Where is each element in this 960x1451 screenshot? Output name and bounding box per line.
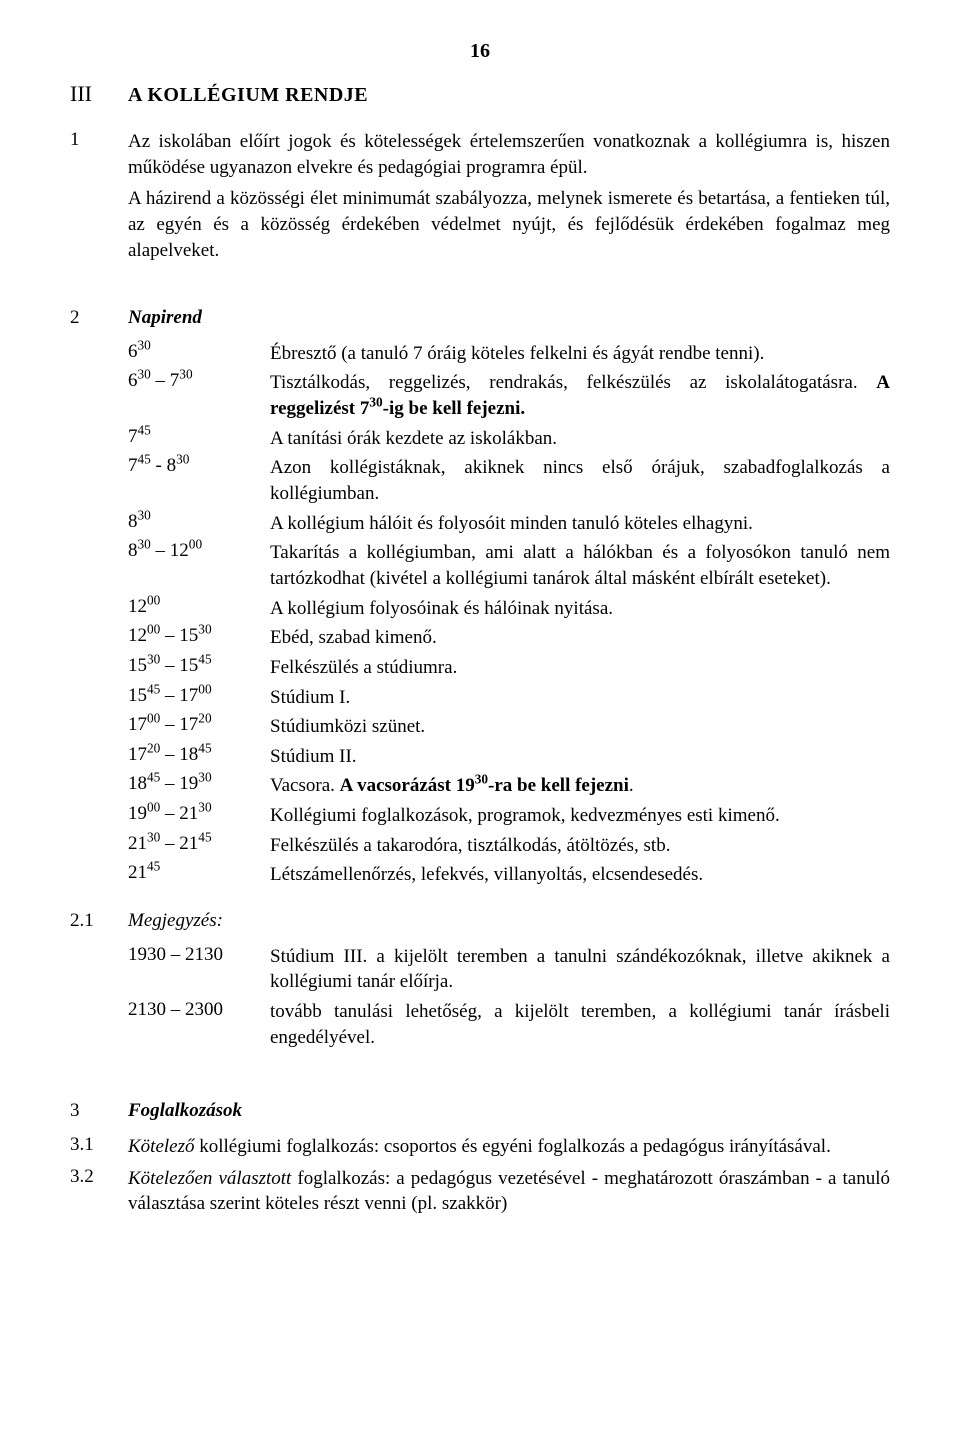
schedule-time: 630 [128,341,270,363]
schedule-time: 830 – 1200 [128,540,270,562]
schedule-time: 1200 [128,596,270,618]
notes-table: 1930 – 2130Stúdium III. a kijelölt terem… [128,944,890,1051]
schedule-time: 630 – 730 [128,370,270,392]
schedule-row: 1720 – 1845Stúdium II. [128,744,890,770]
schedule-row: 1900 – 2130Kollégiumi foglalkozások, pro… [128,803,890,829]
item-number: 3.2 [70,1166,128,1217]
page-number: 16 [70,40,890,63]
schedule-row: 745 - 830Azon kollégistáknak, akiknek ni… [128,455,890,506]
item-number-blank [70,186,128,263]
schedule-description: Ébresztő (a tanuló 7 óráig köteles felke… [270,341,890,367]
subsection-title: Foglalkozások [128,1100,242,1121]
schedule-description: Felkészülés a takarodóra, tisztálkodás, … [270,833,890,859]
schedule-description: A kollégium folyosóinak és hálóinak nyit… [270,596,890,622]
schedule-time: 1700 – 1720 [128,714,270,736]
schedule-description: Takarítás a kollégiumban, ami alatt a há… [270,540,890,591]
item-number: 1 [70,129,128,180]
schedule-row: 1200A kollégium folyosóinak és hálóinak … [128,596,890,622]
note-description: tovább tanulási lehetőség, a kijelölt te… [270,999,890,1050]
schedule-time: 1720 – 1845 [128,744,270,766]
item-number: 3 [70,1100,128,1122]
subsection-title: Megjegyzés: [128,908,890,934]
schedule-description: Felkészülés a stúdiumra. [270,655,890,681]
schedule-row: 2130 – 2145Felkészülés a takarodóra, tis… [128,833,890,859]
schedule-row: 830A kollégium hálóit és folyosóit minde… [128,511,890,537]
schedule-time: 745 [128,426,270,448]
schedule-description: A kollégium hálóit és folyosóit minden t… [270,511,890,537]
heading-title: A KOLLÉGIUM RENDJE [128,84,368,107]
note-time: 1930 – 2130 [128,944,270,966]
subsection-napirend: 2 Napirend [70,305,890,331]
item-body: Kötelezően választott foglalkozás: a ped… [128,1166,890,1217]
schedule-time: 1200 – 1530 [128,625,270,647]
schedule-description: Stúdium I. [270,685,890,711]
list-item-32: 3.2 Kötelezően választott foglalkozás: a… [70,1166,890,1217]
schedule-description: Létszámellenőrzés, lefekvés, villanyoltá… [270,862,890,888]
schedule-row: 630Ébresztő (a tanuló 7 óráig köteles fe… [128,341,890,367]
schedule-row: 1545 – 1700Stúdium I. [128,685,890,711]
schedule-description: Kollégiumi foglalkozások, programok, ked… [270,803,890,829]
note-time: 2130 – 2300 [128,999,270,1021]
schedule-description: Tisztálkodás, reggelizés, rendrakás, fel… [270,370,890,421]
schedule-row: 1530 – 1545Felkészülés a stúdiumra. [128,655,890,681]
note-row: 2130 – 2300tovább tanulási lehetőség, a … [128,999,890,1050]
subsection-megjegyzes: 2.1 Megjegyzés: [70,908,890,934]
section-heading: III A KOLLÉGIUM RENDJE [70,81,890,107]
list-item-31: 3.1 Kötelező kollégiumi foglalkozás: cso… [70,1134,890,1160]
note-description: Stúdium III. a kijelölt teremben a tanul… [270,944,890,995]
intro-paragraph-1: Az iskolában előírt jogok és kötelessége… [128,131,890,178]
schedule-time: 1545 – 1700 [128,685,270,707]
intro-paragraph-2: A házirend a közösségi élet minimumát sz… [128,186,890,263]
intro-body: Az iskolában előírt jogok és kötelessége… [128,129,890,180]
schedule-time: 1530 – 1545 [128,655,270,677]
item-body: Kötelező kollégiumi foglalkozás: csoport… [128,1134,890,1160]
document-page: 16 III A KOLLÉGIUM RENDJE 1 Az iskolában… [0,0,960,1451]
note-row: 1930 – 2130Stúdium III. a kijelölt terem… [128,944,890,995]
item-number: 2.1 [70,910,128,932]
intro-item: 1 Az iskolában előírt jogok és kötelessé… [70,129,890,180]
schedule-description: Azon kollégistáknak, akiknek nincs első … [270,455,890,506]
schedule-time: 745 - 830 [128,455,270,477]
schedule-time: 830 [128,511,270,533]
item-number: 2 [70,307,128,329]
schedule-row: 1200 – 1530Ebéd, szabad kimenő. [128,625,890,651]
schedule-row: 1845 – 1930Vacsora. A vacsorázást 1930-r… [128,773,890,799]
schedule-time: 1845 – 1930 [128,773,270,795]
schedule-description: Stúdium II. [270,744,890,770]
schedule-time: 2130 – 2145 [128,833,270,855]
subsection-foglalkozasok: 3 Foglalkozások [70,1098,890,1124]
schedule-table: 630Ébresztő (a tanuló 7 óráig köteles fe… [128,341,890,888]
heading-roman-numeral: III [70,81,128,107]
schedule-row: 2145Létszámellenőrzés, lefekvés, villany… [128,862,890,888]
schedule-row: 630 – 730Tisztálkodás, reggelizés, rendr… [128,370,890,421]
schedule-row: 745A tanítási órák kezdete az iskolákban… [128,426,890,452]
item-number: 3.1 [70,1134,128,1160]
intro-item-continued: A házirend a közösségi élet minimumát sz… [70,186,890,263]
schedule-description: A tanítási órák kezdete az iskolákban. [270,426,890,452]
schedule-time: 2145 [128,862,270,884]
schedule-row: 1700 – 1720Stúdiumközi szünet. [128,714,890,740]
schedule-description: Vacsora. A vacsorázást 1930-ra be kell f… [270,773,890,799]
schedule-row: 830 – 1200Takarítás a kollégiumban, ami … [128,540,890,591]
subsection-title: Napirend [128,307,202,328]
schedule-description: Ebéd, szabad kimenő. [270,625,890,651]
schedule-time: 1900 – 2130 [128,803,270,825]
schedule-description: Stúdiumközi szünet. [270,714,890,740]
